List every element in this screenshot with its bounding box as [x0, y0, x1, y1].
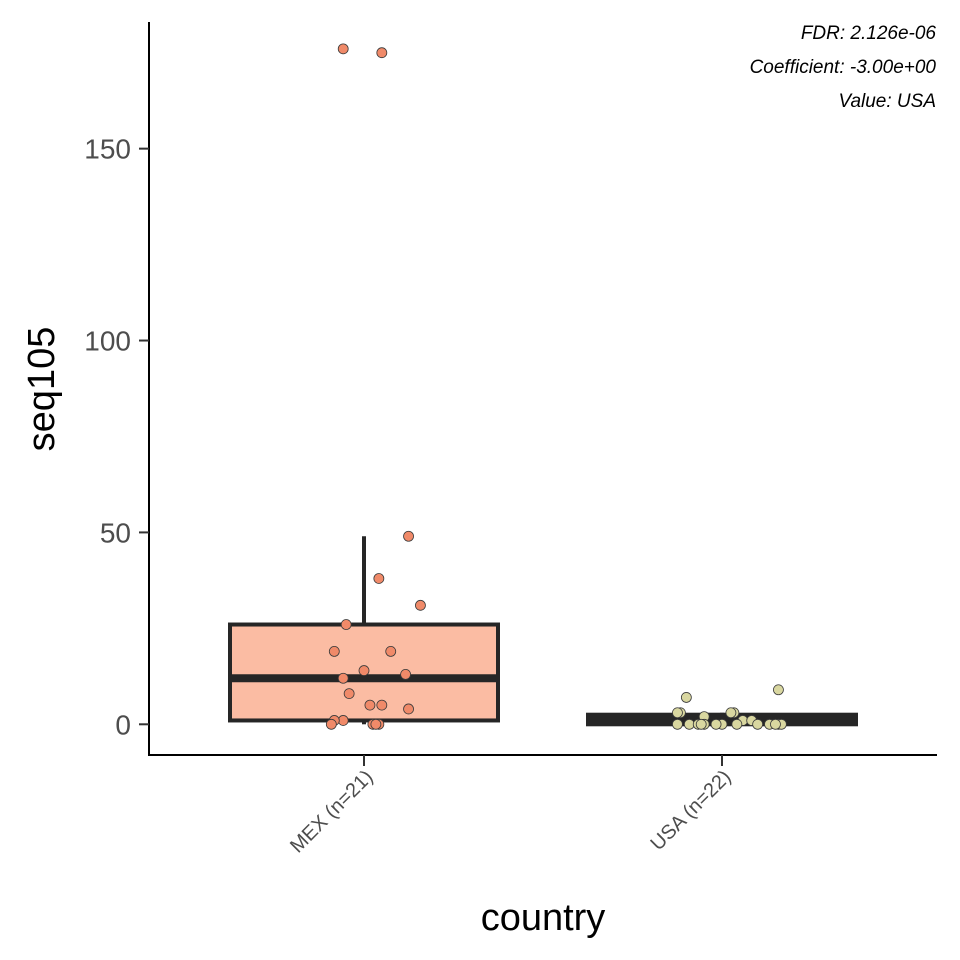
y-tick-label: 0: [115, 709, 131, 740]
data-point: [400, 669, 411, 680]
data-point: [343, 688, 355, 699]
data-point: [752, 718, 764, 730]
annotation-text: FDR: 2.126e-06: [801, 23, 937, 44]
data-point: [710, 718, 722, 730]
data-point: [325, 718, 337, 730]
x-axis-ticks: MEX (n=21) USA (n=22): [286, 755, 736, 857]
annotation-text: Coefficient: -3.00e+00: [750, 57, 937, 78]
data-point: [683, 718, 695, 730]
data-point: [337, 43, 349, 55]
data-point: [680, 692, 692, 703]
x-tick-label: USA (n=22): [646, 766, 735, 855]
x-tick-label: MEX (n=21): [286, 766, 377, 857]
data-point: [672, 707, 683, 719]
y-tick-label: 100: [84, 326, 131, 357]
data-point: [731, 718, 743, 730]
data-point: [340, 619, 352, 630]
y-tick-label: 150: [84, 134, 131, 165]
data-point: [385, 645, 397, 657]
data-point: [376, 47, 388, 59]
data-point: [358, 665, 370, 676]
annotation-block: FDR: 2.126e-06 Coefficient: -3.00e+00 Valu…: [750, 23, 937, 112]
data-point: [770, 718, 781, 730]
data-point: [376, 699, 388, 711]
y-axis-title: seq105: [21, 327, 63, 452]
data-point: [328, 645, 340, 657]
data-point: [773, 684, 784, 696]
annotation-text: Value: USA: [838, 91, 936, 112]
data-point: [364, 699, 376, 711]
data-point: [695, 718, 707, 730]
data-point: [403, 703, 414, 715]
data-point: [415, 599, 426, 611]
boxes-layer: [228, 536, 858, 727]
data-point: [672, 718, 683, 730]
data-point: [337, 715, 349, 726]
data-point: [370, 718, 382, 730]
y-axis-ticks: 0 50 100 150: [84, 134, 149, 740]
data-point: [403, 530, 414, 542]
data-point: [373, 573, 385, 584]
data-point: [725, 707, 737, 719]
data-point: [337, 672, 349, 684]
y-tick-label: 50: [100, 517, 131, 548]
x-axis-title: country: [481, 897, 606, 939]
points-layer: [325, 43, 787, 730]
